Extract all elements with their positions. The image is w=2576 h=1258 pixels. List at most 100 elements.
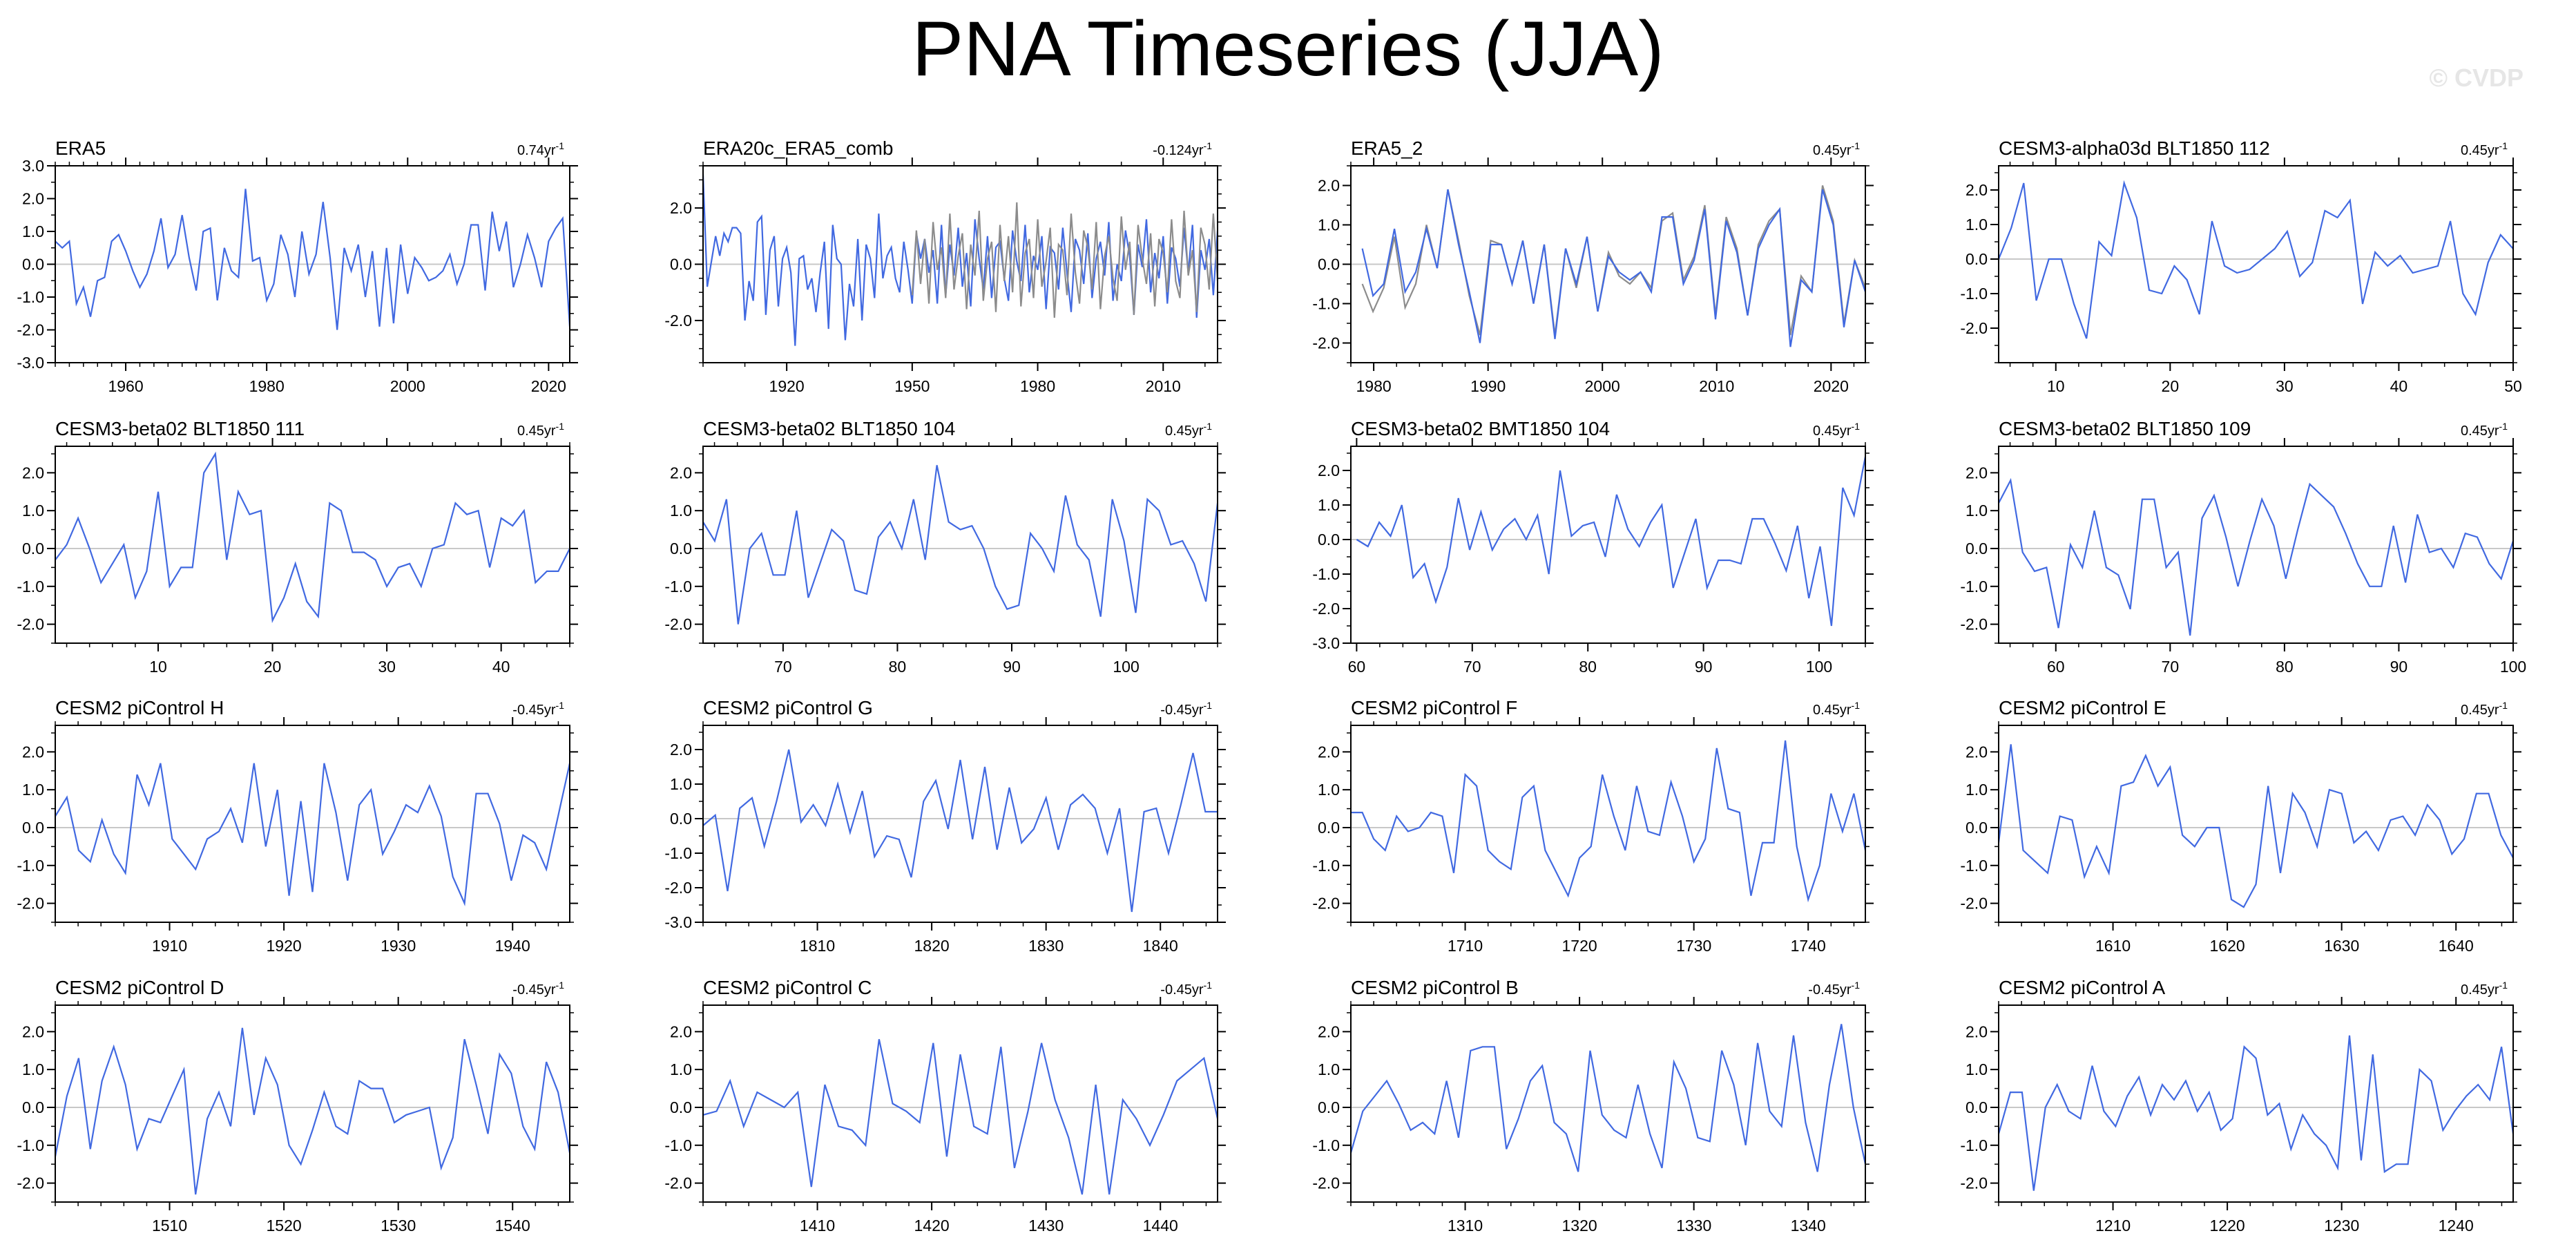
plot-frame	[702, 1004, 1218, 1203]
x-tick-label: 1710	[1448, 937, 1483, 955]
panel-title: CESM3-alpha03d BLT1850 112	[1999, 137, 2270, 159]
series-line	[703, 174, 1218, 346]
plot-frame	[55, 1004, 570, 1203]
x-tick-label: 20	[2162, 377, 2180, 395]
x-tick-label: 1540	[495, 1217, 530, 1235]
series-line	[703, 1039, 1218, 1195]
plot-frame	[1998, 1004, 2514, 1203]
y-tick-label: 0.0	[1965, 1098, 1988, 1116]
x-tick-label: 40	[492, 658, 510, 676]
series-line	[1356, 456, 1865, 627]
panel-trend-label: 0.45yr-1	[2461, 980, 2508, 998]
panel-title: CESM3-beta02 BLT1850 111	[55, 418, 305, 439]
panel-9: CESM2 piControl H -0.45yr-1 2.0 1.0 0.0 -1.0 -…	[17, 697, 578, 955]
x-tick-label: 1940	[495, 937, 530, 955]
y-tick-label: -2.0	[664, 616, 692, 633]
panel-2: ERA20c_ERA5_comb -0.124yr-1 2.0 0.0 -2.0 1920…	[664, 137, 1226, 395]
panel-title: ERA20c_ERA5_comb	[703, 137, 893, 159]
panel-trend-label: -0.45yr-1	[512, 700, 564, 718]
x-tick-label: 1980	[1020, 377, 1055, 395]
x-tick-label: 100	[1113, 658, 1139, 676]
series-line	[55, 763, 570, 906]
y-tick-label: 1.0	[670, 775, 692, 793]
y-tick-label: 1.0	[670, 502, 692, 520]
y-tick-label: 2.0	[670, 199, 692, 217]
panel-6: CESM3-beta02 BLT1850 104 0.45yr-1 2.0 1.0 0.…	[664, 418, 1226, 676]
series-line	[703, 749, 1218, 913]
y-tick-label: -1.0	[664, 844, 692, 862]
series-line	[55, 451, 570, 623]
y-tick-label: -2.0	[1312, 895, 1340, 913]
plot-frame	[1998, 165, 2514, 363]
y-tick-label: -2.0	[17, 616, 44, 633]
x-tick-label: 1510	[152, 1217, 187, 1235]
x-tick-label: 1810	[800, 937, 835, 955]
y-tick-label: 2.0	[22, 464, 44, 482]
panel-title: CESM2 piControl A	[1999, 977, 2166, 998]
x-tick-label: 1960	[108, 377, 143, 395]
y-tick-label: -2.0	[17, 321, 44, 339]
x-tick-label: 1930	[381, 937, 416, 955]
x-tick-label: 1740	[1791, 937, 1826, 955]
panel-10: CESM2 piControl G -0.45yr-1 2.0 1.0 0.0 -1.0 -…	[664, 697, 1226, 955]
y-tick-label: -2.0	[1312, 600, 1340, 618]
y-tick-label: -1.0	[17, 1136, 44, 1154]
x-tick-label: 70	[2162, 658, 2180, 676]
panel-3: ERA5_2 0.45yr-1 2.0 1.0 0.0 -1.0 -2.0 1980 1990 2…	[1312, 137, 1874, 395]
x-tick-label: 1950	[894, 377, 930, 395]
series-line	[1999, 1035, 2513, 1191]
panel-trend-label: 0.45yr-1	[2461, 700, 2508, 718]
x-tick-label: 100	[2500, 658, 2526, 676]
x-tick-label: 2010	[1146, 377, 1181, 395]
y-tick-label: -3.0	[17, 354, 44, 372]
y-tick-label: -2.0	[17, 895, 44, 913]
x-tick-label: 1720	[1562, 937, 1597, 955]
y-tick-label: 2.0	[1318, 461, 1340, 479]
plot-frame	[1998, 446, 2514, 644]
x-tick-label: 70	[774, 658, 792, 676]
y-tick-label: 0.0	[670, 1098, 692, 1116]
panel-title: CESM2 piControl C	[703, 977, 872, 998]
y-tick-label: 2.0	[22, 743, 44, 761]
y-tick-label: -2.0	[1312, 1174, 1340, 1192]
panel-1: ERA5 0.74yr-1 3.0 2.0 1.0 0.0 -1.0 -2.0 -3.0 1960…	[17, 137, 578, 395]
x-tick-label: 1310	[1448, 1217, 1483, 1235]
y-tick-label: 0.0	[670, 256, 692, 274]
y-tick-label: 0.0	[1318, 819, 1340, 837]
panel-trend-label: 0.45yr-1	[2461, 421, 2508, 439]
panel-trend-label: -0.45yr-1	[1160, 980, 1212, 998]
y-tick-label: 3.0	[22, 157, 44, 175]
y-tick-label: 0.0	[1318, 1098, 1340, 1116]
panel-title: CESM2 piControl D	[55, 977, 224, 998]
y-tick-label: -2.0	[17, 1174, 44, 1192]
y-tick-label: 0.0	[1318, 531, 1340, 549]
y-tick-label: -2.0	[1960, 895, 1988, 913]
y-tick-label: 2.0	[670, 741, 692, 759]
y-tick-label: 2.0	[1965, 743, 1988, 761]
y-tick-label: -1.0	[1960, 578, 1988, 595]
y-tick-label: -1.0	[1312, 857, 1340, 875]
x-tick-label: 1920	[769, 377, 805, 395]
x-tick-label: 1820	[914, 937, 950, 955]
x-tick-label: 1910	[152, 937, 187, 955]
y-tick-label: 2.0	[1965, 181, 1988, 199]
x-tick-label: 30	[378, 658, 396, 676]
y-tick-label: 1.0	[1318, 216, 1340, 234]
x-tick-label: 2000	[1585, 377, 1620, 395]
panel-title: CESM3-beta02 BLT1850 104	[703, 418, 955, 439]
panel-trend-label: 0.45yr-1	[1165, 421, 1212, 439]
trend-exponent: -1	[1204, 700, 1213, 711]
x-tick-label: 1530	[381, 1217, 416, 1235]
y-tick-label: 2.0	[670, 1022, 692, 1040]
x-tick-label: 20	[264, 658, 282, 676]
panel-8: CESM3-beta02 BLT1850 109 0.45yr-1 2.0 1.0 0.…	[1960, 418, 2526, 676]
x-tick-label: 10	[149, 658, 167, 676]
x-tick-label: 1640	[2439, 937, 2474, 955]
series-line	[1999, 744, 2513, 908]
x-tick-label: 1240	[2439, 1217, 2474, 1235]
y-tick-label: 1.0	[1318, 1060, 1340, 1078]
y-tick-label: -1.0	[17, 578, 44, 595]
x-tick-label: 1980	[249, 377, 285, 395]
x-tick-label: 2010	[1699, 377, 1734, 395]
y-tick-label: -1.0	[1312, 565, 1340, 583]
